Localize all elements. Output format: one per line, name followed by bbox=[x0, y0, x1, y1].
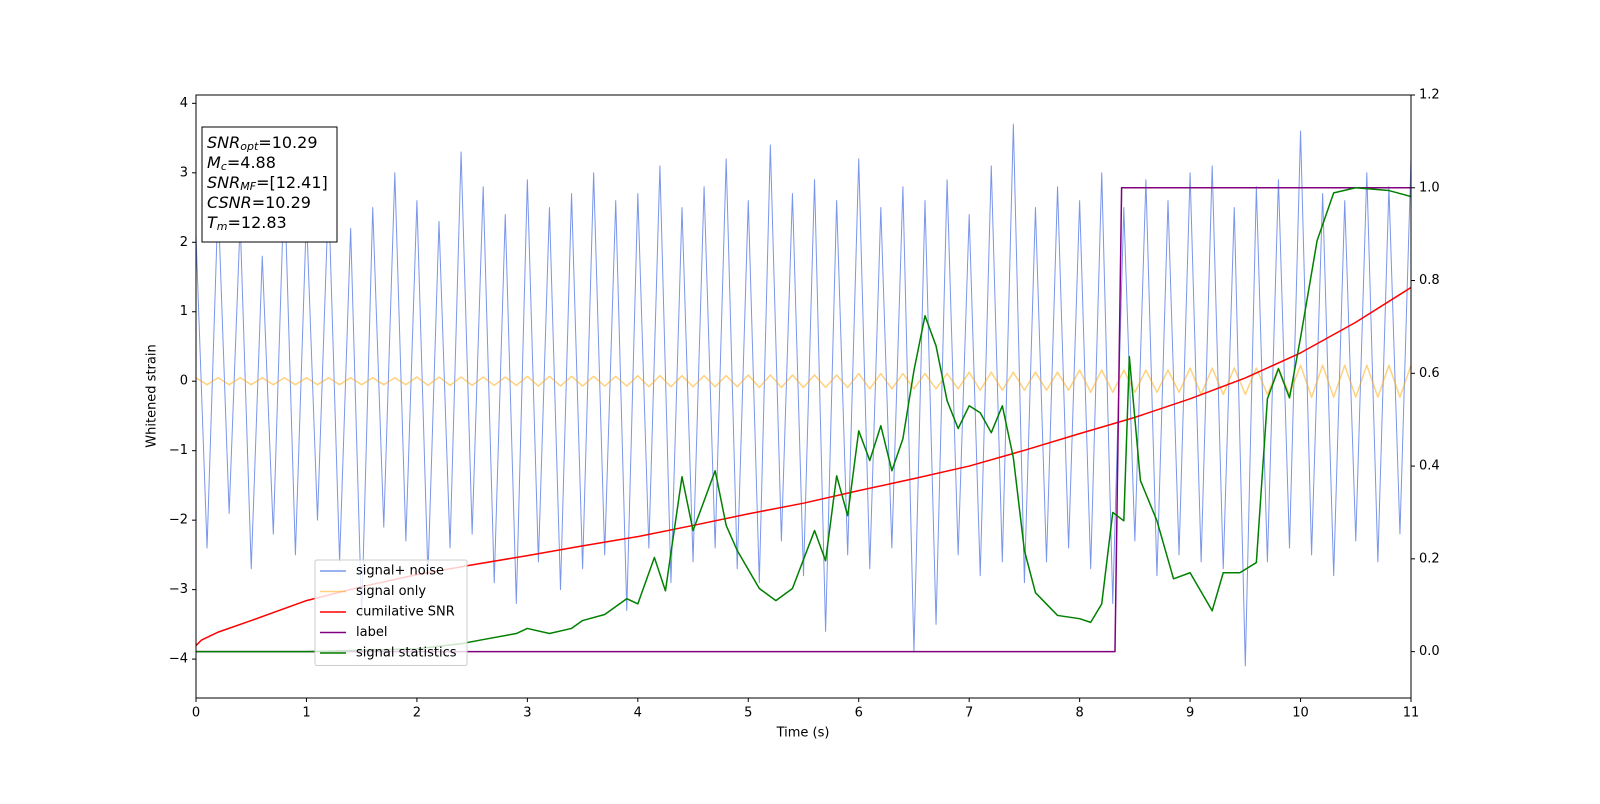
series-line bbox=[196, 187, 1411, 653]
x-tick-label: 7 bbox=[965, 706, 973, 721]
y2-tick-label: 0.2 bbox=[1419, 551, 1440, 566]
annotation-value: =10.29 bbox=[252, 193, 311, 212]
y2-tick-label: 0.4 bbox=[1419, 459, 1440, 474]
legend-label: label bbox=[356, 625, 387, 640]
y-tick-label: 1 bbox=[180, 304, 188, 319]
series-line bbox=[196, 364, 1411, 398]
y-tick-label: −1 bbox=[169, 443, 188, 458]
legend-box bbox=[314, 559, 468, 666]
y2-tick-label: 1.0 bbox=[1419, 180, 1440, 195]
y-tick-label: −3 bbox=[169, 582, 188, 597]
legend-label: signal+ noise bbox=[356, 564, 444, 579]
legend-label: signal statistics bbox=[356, 646, 457, 661]
legend-label: signal only bbox=[356, 584, 426, 599]
annotation-symbol: CSNR bbox=[207, 193, 252, 212]
x-tick-label: 5 bbox=[744, 706, 752, 721]
annotation-subscript: MF bbox=[240, 180, 256, 193]
annotation: SNRopt=10.29Mc=4.88SNRMF=[12.41]CSNR=10.… bbox=[201, 126, 338, 243]
annotation-value: =4.88 bbox=[227, 153, 276, 172]
x-axis-label: Time (s) bbox=[776, 726, 830, 741]
annotation-line: SNRopt=10.29 bbox=[207, 133, 318, 154]
plot-area bbox=[196, 123, 1411, 667]
annotation-symbol: SNR bbox=[207, 133, 240, 152]
x-tick-label: 8 bbox=[1075, 706, 1083, 721]
x-tick-label: 2 bbox=[413, 706, 421, 721]
x-tick-label: 10 bbox=[1292, 706, 1309, 721]
legend-label: cumilative SNR bbox=[356, 605, 455, 620]
annotation-value: =10.29 bbox=[258, 133, 317, 152]
annotation-value: =[12.41] bbox=[256, 173, 328, 192]
y-tick-label: 2 bbox=[180, 235, 188, 250]
x-tick-label: 9 bbox=[1186, 706, 1194, 721]
y-tick-label: −4 bbox=[169, 652, 188, 667]
annotation-box bbox=[201, 126, 338, 243]
annotation-symbol: M bbox=[207, 153, 221, 172]
annotation-subscript: m bbox=[217, 220, 228, 233]
series-line bbox=[196, 187, 1411, 653]
y2-tick-label: 0.8 bbox=[1419, 273, 1440, 288]
annotation-symbol: SNR bbox=[207, 173, 240, 192]
y-axis-label: Whitened strain bbox=[145, 344, 160, 447]
y2-tick-label: 1.2 bbox=[1419, 88, 1440, 103]
x-tick-label: 4 bbox=[634, 706, 642, 721]
y-tick-label: 0 bbox=[180, 374, 188, 389]
axes-frame bbox=[195, 94, 1412, 699]
legend: signal+ noise signal only cumilative SNR la… bbox=[314, 559, 468, 666]
y-tick-label: −2 bbox=[169, 513, 188, 528]
annotation-line: Mc=4.88 bbox=[207, 153, 276, 174]
y2-tick-label: 0.0 bbox=[1419, 644, 1440, 659]
annotation-line: SNRMF=[12.41] bbox=[207, 173, 328, 194]
annotation-line: CSNR=10.29 bbox=[207, 193, 311, 212]
x-tick-label: 6 bbox=[855, 706, 863, 721]
x-tick-label: 11 bbox=[1403, 706, 1420, 721]
series-line bbox=[196, 123, 1411, 667]
annotation-subscript: c bbox=[221, 160, 227, 173]
x-tick-label: 0 bbox=[192, 706, 200, 721]
y-tick-label: 3 bbox=[180, 165, 188, 180]
x-tick-label: 1 bbox=[302, 706, 310, 721]
annotation-subscript: opt bbox=[240, 140, 259, 153]
y-tick-label: 4 bbox=[180, 96, 188, 111]
series-line bbox=[196, 286, 1411, 647]
x-tick-label: 3 bbox=[523, 706, 531, 721]
y2-tick-label: 0.6 bbox=[1419, 366, 1440, 381]
annotation-line: Tm=12.83 bbox=[207, 213, 287, 234]
annotation-value: =12.83 bbox=[228, 213, 287, 232]
annotation-symbol: T bbox=[207, 213, 218, 232]
